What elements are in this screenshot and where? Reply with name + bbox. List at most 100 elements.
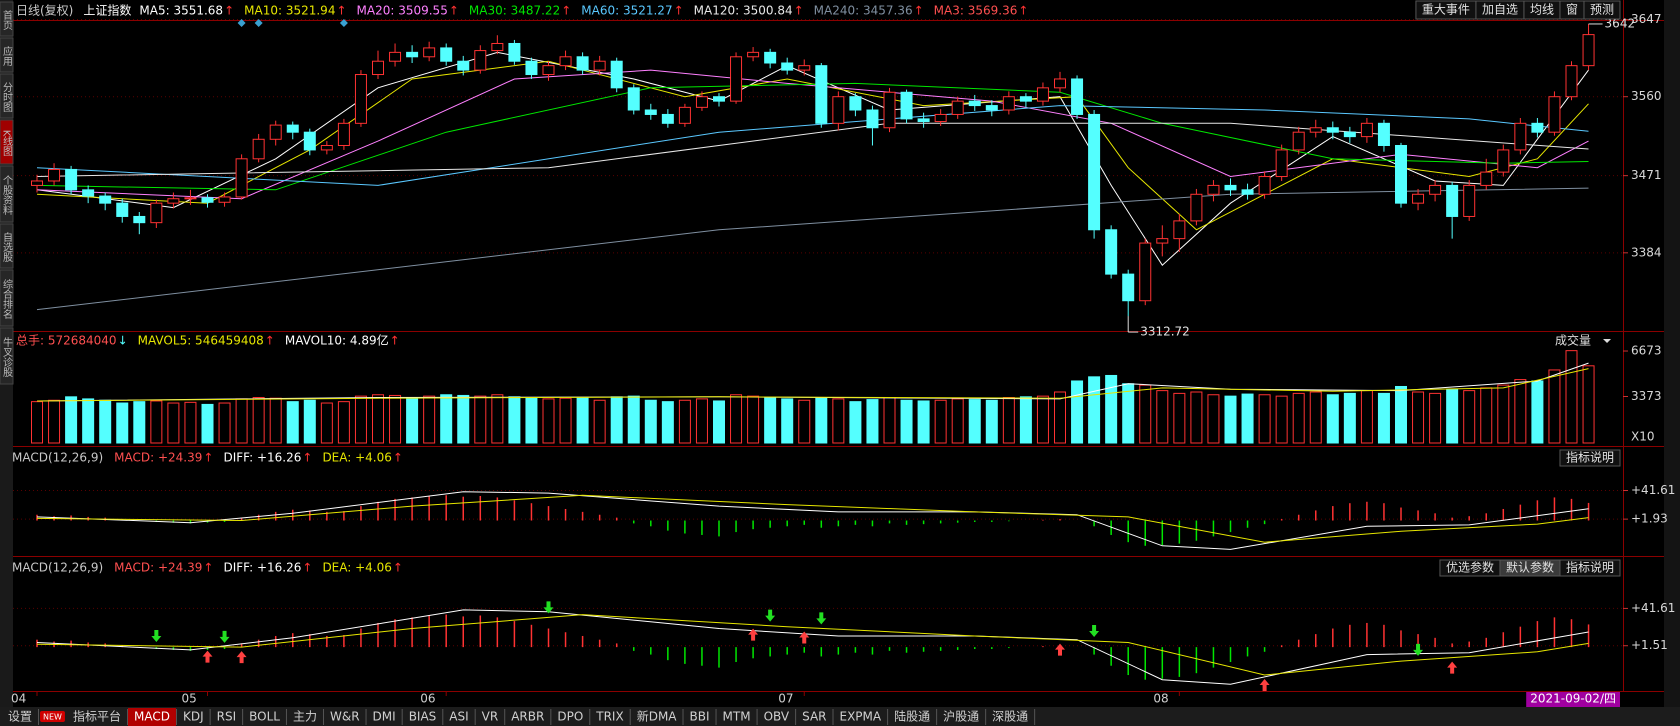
tab-label[interactable]: 深股通 bbox=[992, 710, 1028, 724]
panel-title[interactable]: 成交量 bbox=[1555, 333, 1591, 348]
tab-label[interactable]: 设置 bbox=[8, 710, 32, 724]
button-label[interactable]: 预测 bbox=[1590, 3, 1614, 17]
legend-arrow: ↑ bbox=[224, 4, 234, 18]
side-tab[interactable] bbox=[0, 223, 14, 269]
tab-label[interactable]: VR bbox=[482, 710, 499, 724]
candle-body bbox=[525, 60, 538, 76]
button[interactable] bbox=[1559, 449, 1621, 467]
candle-body bbox=[1326, 127, 1339, 133]
right-sidebar bbox=[1664, 0, 1680, 707]
tab-label[interactable]: BOLL bbox=[249, 710, 280, 724]
legend-arrow: ↑ bbox=[449, 4, 459, 18]
legend-arrow: ↑ bbox=[393, 451, 403, 465]
side-tab-label[interactable]: K线图 bbox=[1, 130, 13, 157]
tab-label[interactable]: RSI bbox=[217, 710, 237, 724]
side-tab[interactable] bbox=[0, 73, 14, 119]
tab-label[interactable]: TRIX bbox=[595, 710, 623, 724]
side-tab-label[interactable]: 自选股 bbox=[1, 231, 13, 263]
side-tab[interactable] bbox=[0, 37, 14, 73]
volume-bar bbox=[269, 397, 282, 444]
index-name: 上证指数 bbox=[83, 3, 131, 18]
side-tab-label[interactable]: 牛叉诊股 bbox=[1, 336, 13, 378]
volume-bar bbox=[252, 397, 265, 444]
button-label[interactable]: 均线 bbox=[1530, 3, 1554, 17]
button-label[interactable]: 指标说明 bbox=[1566, 560, 1614, 575]
volume-bar bbox=[900, 399, 913, 444]
button-label[interactable]: 加自选 bbox=[1482, 3, 1518, 17]
side-tab-label[interactable]: 应用 bbox=[1, 45, 13, 67]
sell-signal bbox=[1089, 625, 1100, 638]
indicator-line bbox=[36, 187, 1589, 311]
candle-body bbox=[372, 60, 384, 76]
tab-label[interactable]: 指标平台 bbox=[73, 709, 121, 724]
volume-bar bbox=[65, 396, 78, 444]
side-tab[interactable] bbox=[0, 269, 14, 327]
candle-body bbox=[695, 96, 708, 108]
candle-body bbox=[1019, 96, 1032, 102]
button[interactable] bbox=[1583, 0, 1621, 20]
legend-arrow: ↑ bbox=[336, 4, 346, 18]
volume-bar bbox=[99, 399, 112, 444]
tab-label[interactable]: ASI bbox=[449, 710, 468, 724]
tab-label[interactable]: OBV bbox=[764, 710, 790, 724]
indicator-line bbox=[36, 491, 1589, 550]
candle-body bbox=[1463, 184, 1476, 217]
volume-bar bbox=[48, 399, 61, 444]
dropdown-icon[interactable] bbox=[1603, 339, 1612, 343]
candle-body bbox=[985, 105, 998, 111]
tab-label[interactable]: W&R bbox=[330, 710, 360, 724]
legend-entry: MA3: 3569.36 bbox=[934, 4, 1018, 18]
volume-bar bbox=[1480, 387, 1493, 444]
volume-bar bbox=[1207, 394, 1220, 444]
tab-label[interactable]: 沪股通 bbox=[943, 710, 979, 724]
candle-body bbox=[1275, 149, 1288, 178]
volume-bar bbox=[235, 398, 248, 444]
button-label[interactable]: 默认参数 bbox=[1506, 560, 1554, 575]
candle-body bbox=[1497, 149, 1510, 173]
volume-bar bbox=[1412, 391, 1425, 444]
tab-label[interactable]: EXPMA bbox=[840, 710, 882, 724]
side-tab[interactable] bbox=[0, 165, 14, 223]
tab-label[interactable]: KDJ bbox=[183, 710, 204, 724]
side-tab[interactable] bbox=[0, 1, 14, 37]
tab-label[interactable]: 新DMA bbox=[637, 709, 678, 724]
candle-body bbox=[781, 62, 794, 71]
tab-label[interactable]: BIAS bbox=[409, 710, 437, 724]
tab-label[interactable]: DPO bbox=[557, 710, 583, 724]
tab-active[interactable] bbox=[127, 708, 176, 726]
volume-bar bbox=[1582, 365, 1595, 444]
side-tab-label[interactable]: 分时图 bbox=[1, 82, 13, 113]
tab-label[interactable]: 陆股通 bbox=[894, 709, 930, 724]
side-tab-label[interactable]: 综合排名 bbox=[1, 278, 13, 320]
button-label[interactable]: 优选参数 bbox=[1446, 560, 1494, 575]
tab-label[interactable]: SAR bbox=[802, 710, 826, 724]
legend-arrow: ↑ bbox=[203, 561, 213, 575]
candle-body bbox=[235, 158, 248, 198]
button[interactable] bbox=[1559, 559, 1621, 577]
button-label[interactable]: 指标说明 bbox=[1566, 450, 1614, 465]
x-tick-label: 06 bbox=[420, 692, 435, 706]
tab-label[interactable]: MTM bbox=[723, 710, 751, 724]
candle-body bbox=[917, 118, 930, 123]
tab-label[interactable]: DMI bbox=[373, 710, 396, 724]
sell-signal bbox=[219, 630, 230, 643]
legend-entry: MAVOL5: 546459408 bbox=[138, 334, 264, 348]
tab-label[interactable]: MACD bbox=[134, 710, 170, 724]
candle-body bbox=[883, 91, 896, 129]
volume-bar bbox=[1002, 397, 1015, 444]
tab-label[interactable]: BBI bbox=[690, 710, 710, 724]
side-tab[interactable] bbox=[0, 119, 14, 165]
side-tab-label[interactable]: 首页 bbox=[1, 9, 13, 31]
candle-body bbox=[1548, 96, 1561, 133]
side-tab[interactable] bbox=[0, 327, 14, 385]
tab-label[interactable]: ARBR bbox=[511, 710, 544, 724]
button-label[interactable]: 重大事件 bbox=[1422, 3, 1470, 17]
candle-body bbox=[798, 65, 811, 71]
candle-body bbox=[900, 91, 913, 120]
candle-body bbox=[1002, 96, 1015, 111]
button-label[interactable]: 窗 bbox=[1566, 3, 1578, 17]
y-tick-label: 6673 bbox=[1631, 344, 1662, 358]
side-tab-label[interactable]: 个股资料 bbox=[1, 175, 13, 216]
legend-arrow: ↑ bbox=[1018, 4, 1028, 18]
tab-label[interactable]: 主力 bbox=[293, 710, 317, 724]
